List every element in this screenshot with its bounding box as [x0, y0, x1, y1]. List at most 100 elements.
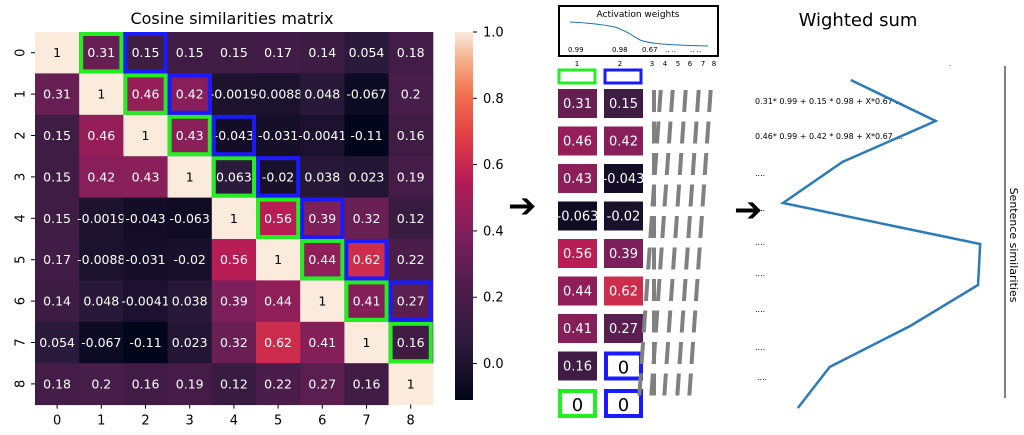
- diagonal-placeholder-dash: [651, 342, 658, 364]
- y-tick-label: 8: [14, 380, 29, 388]
- heatmap-cell: [123, 156, 169, 199]
- weighted-sum-annotation: ....: [757, 373, 767, 382]
- diagonal-1-highlight: [344, 280, 389, 322]
- weighted-sum-annotation: ....: [755, 169, 765, 178]
- diagonal-placeholder-dash: [669, 90, 675, 112]
- y-tick-label: 5: [14, 256, 29, 264]
- heatmap-cell: [79, 363, 124, 406]
- heatmap-cell: [300, 114, 345, 157]
- heatmap-cell-label: 0.15: [220, 45, 248, 60]
- heatmap-cell: [344, 73, 390, 116]
- x-tick-label: 2: [141, 414, 149, 429]
- heatmap-cell-label: 0.038: [172, 294, 208, 309]
- activation-weight-labels: 0.99 0.98 0.67 .. .. .. ..: [568, 46, 701, 54]
- activation-x-tick: 8: [712, 60, 716, 68]
- heatmap-cell: [79, 32, 124, 74]
- heatmap-cell-label: -0.031: [125, 252, 165, 267]
- heatmap-cell-label: 0.56: [264, 211, 292, 226]
- heatmap-cell-label: 0.42: [176, 87, 204, 102]
- heatmap-highlights: [79, 32, 433, 364]
- heatmap-cell: [256, 239, 301, 281]
- diagonal-cell: [558, 276, 597, 306]
- arrow-right-icon: ➔: [508, 186, 537, 226]
- activation-x-tick: 4: [663, 60, 668, 68]
- y-tick-label: 2: [14, 131, 29, 139]
- diagonal-cell-label: 0.42: [609, 135, 638, 150]
- diagonal-2-highlight: [388, 280, 433, 322]
- heatmap-cell: [388, 156, 434, 199]
- diagonal-placeholder-dash: [639, 342, 646, 364]
- heatmap-cell: [344, 280, 390, 323]
- heatmap-cell-label: -0.0019: [210, 87, 258, 102]
- heatmap-cell: [211, 156, 257, 199]
- diagonal-placeholder-dash: [662, 184, 669, 207]
- heatmap-cell: [300, 156, 345, 199]
- heatmap-cell-label: 0.46: [87, 128, 115, 143]
- diagonal-cell: [604, 239, 643, 268]
- heatmap-cell: [388, 32, 434, 74]
- diagonal-placeholder-dash: [691, 310, 698, 333]
- diagonal-placeholder-dash: [695, 90, 701, 112]
- diagonal-cell: [604, 89, 643, 118]
- activation-weight-label: .. ..: [665, 46, 676, 54]
- heatmap-cell: [35, 363, 80, 406]
- diagonal-cell-label: 0.44: [563, 285, 592, 300]
- diagonal-placeholder-dash: [681, 279, 688, 301]
- heatmap-cell: [123, 239, 169, 281]
- weighted-sum-annotation: ....: [755, 238, 765, 247]
- heatmap-cell: [123, 197, 169, 240]
- heatmap-cell: [344, 197, 390, 240]
- diagonal-placeholder-dash: [704, 121, 711, 144]
- heatmap-cell: [256, 321, 301, 364]
- diagonal-placeholder-dash: [687, 373, 693, 396]
- heatmap-cell: [35, 197, 80, 240]
- heatmap-cell: [388, 197, 434, 240]
- diagonal-placeholder-dash: [664, 342, 671, 364]
- heatmap-cell-label: 0.063: [216, 169, 252, 184]
- heatmap-cell: [35, 73, 80, 116]
- diagonal-placeholder-dash: [682, 90, 688, 112]
- diagonal-cell: [604, 126, 643, 156]
- heatmap-cell-label: 0.17: [43, 252, 71, 267]
- heatmap-cell: [211, 197, 257, 240]
- heatmap-cell-label: 0.2: [401, 87, 421, 102]
- diagonal-placeholder-dash: [637, 373, 643, 396]
- heatmap-cell-label: 0.32: [353, 211, 381, 226]
- heatmap-cell-label: 0.054: [39, 335, 75, 350]
- heatmap-cell: [35, 156, 80, 199]
- heatmap-cell: [123, 363, 169, 406]
- heatmap-cell-label: 0.023: [172, 335, 208, 350]
- heatmap-cell: [35, 239, 80, 281]
- colorbar-tick-label: 0.8: [483, 92, 504, 107]
- heatmap-cell-label: 0.16: [132, 376, 160, 391]
- colorbar-ticks: 1.0 0.8 0.6 0.4 0.2 0.0: [473, 26, 504, 372]
- weighted-sum-annotation: ....: [755, 305, 765, 314]
- heatmap-cell-label: 0.15: [43, 169, 71, 184]
- heatmap-cell: [256, 32, 301, 74]
- heatmap-cell-label: 0.46: [132, 87, 160, 102]
- heatmap-cell: [256, 363, 301, 406]
- heatmap-cell-label: 1: [97, 87, 105, 102]
- diagonal-2-highlight: [256, 156, 301, 198]
- heatmap-title: Cosine similarities matrix: [130, 9, 333, 28]
- activation-x-tick: 3: [650, 60, 654, 68]
- diagonal-placeholder-dash: [673, 216, 679, 238]
- heatmap-cell-label: -0.11: [350, 128, 382, 143]
- activation-x-tick: 1: [575, 60, 579, 68]
- x-tick-label: 7: [362, 414, 370, 429]
- diagonal-placeholder-dash: [653, 310, 660, 333]
- heatmap-cell-label: 0.44: [308, 252, 336, 267]
- heatmap-cell-label: 0.43: [176, 128, 204, 143]
- heatmap-cell: [167, 239, 213, 281]
- heatmap-cell: [211, 239, 257, 281]
- heatmap-cell-label: -0.02: [174, 252, 206, 267]
- heatmap-cell-label: 0.62: [353, 252, 381, 267]
- heatmap-cell: [79, 114, 124, 157]
- heatmap-cell-label: 0.19: [176, 376, 204, 391]
- weighted-sum-title: Wighted sum: [799, 10, 918, 31]
- heatmap-cell-label: 0.15: [43, 211, 71, 226]
- heatmap-cell: [167, 32, 213, 74]
- heatmap-cell-label: 0.14: [43, 294, 71, 309]
- diagonal-placeholder-dash: [668, 279, 675, 301]
